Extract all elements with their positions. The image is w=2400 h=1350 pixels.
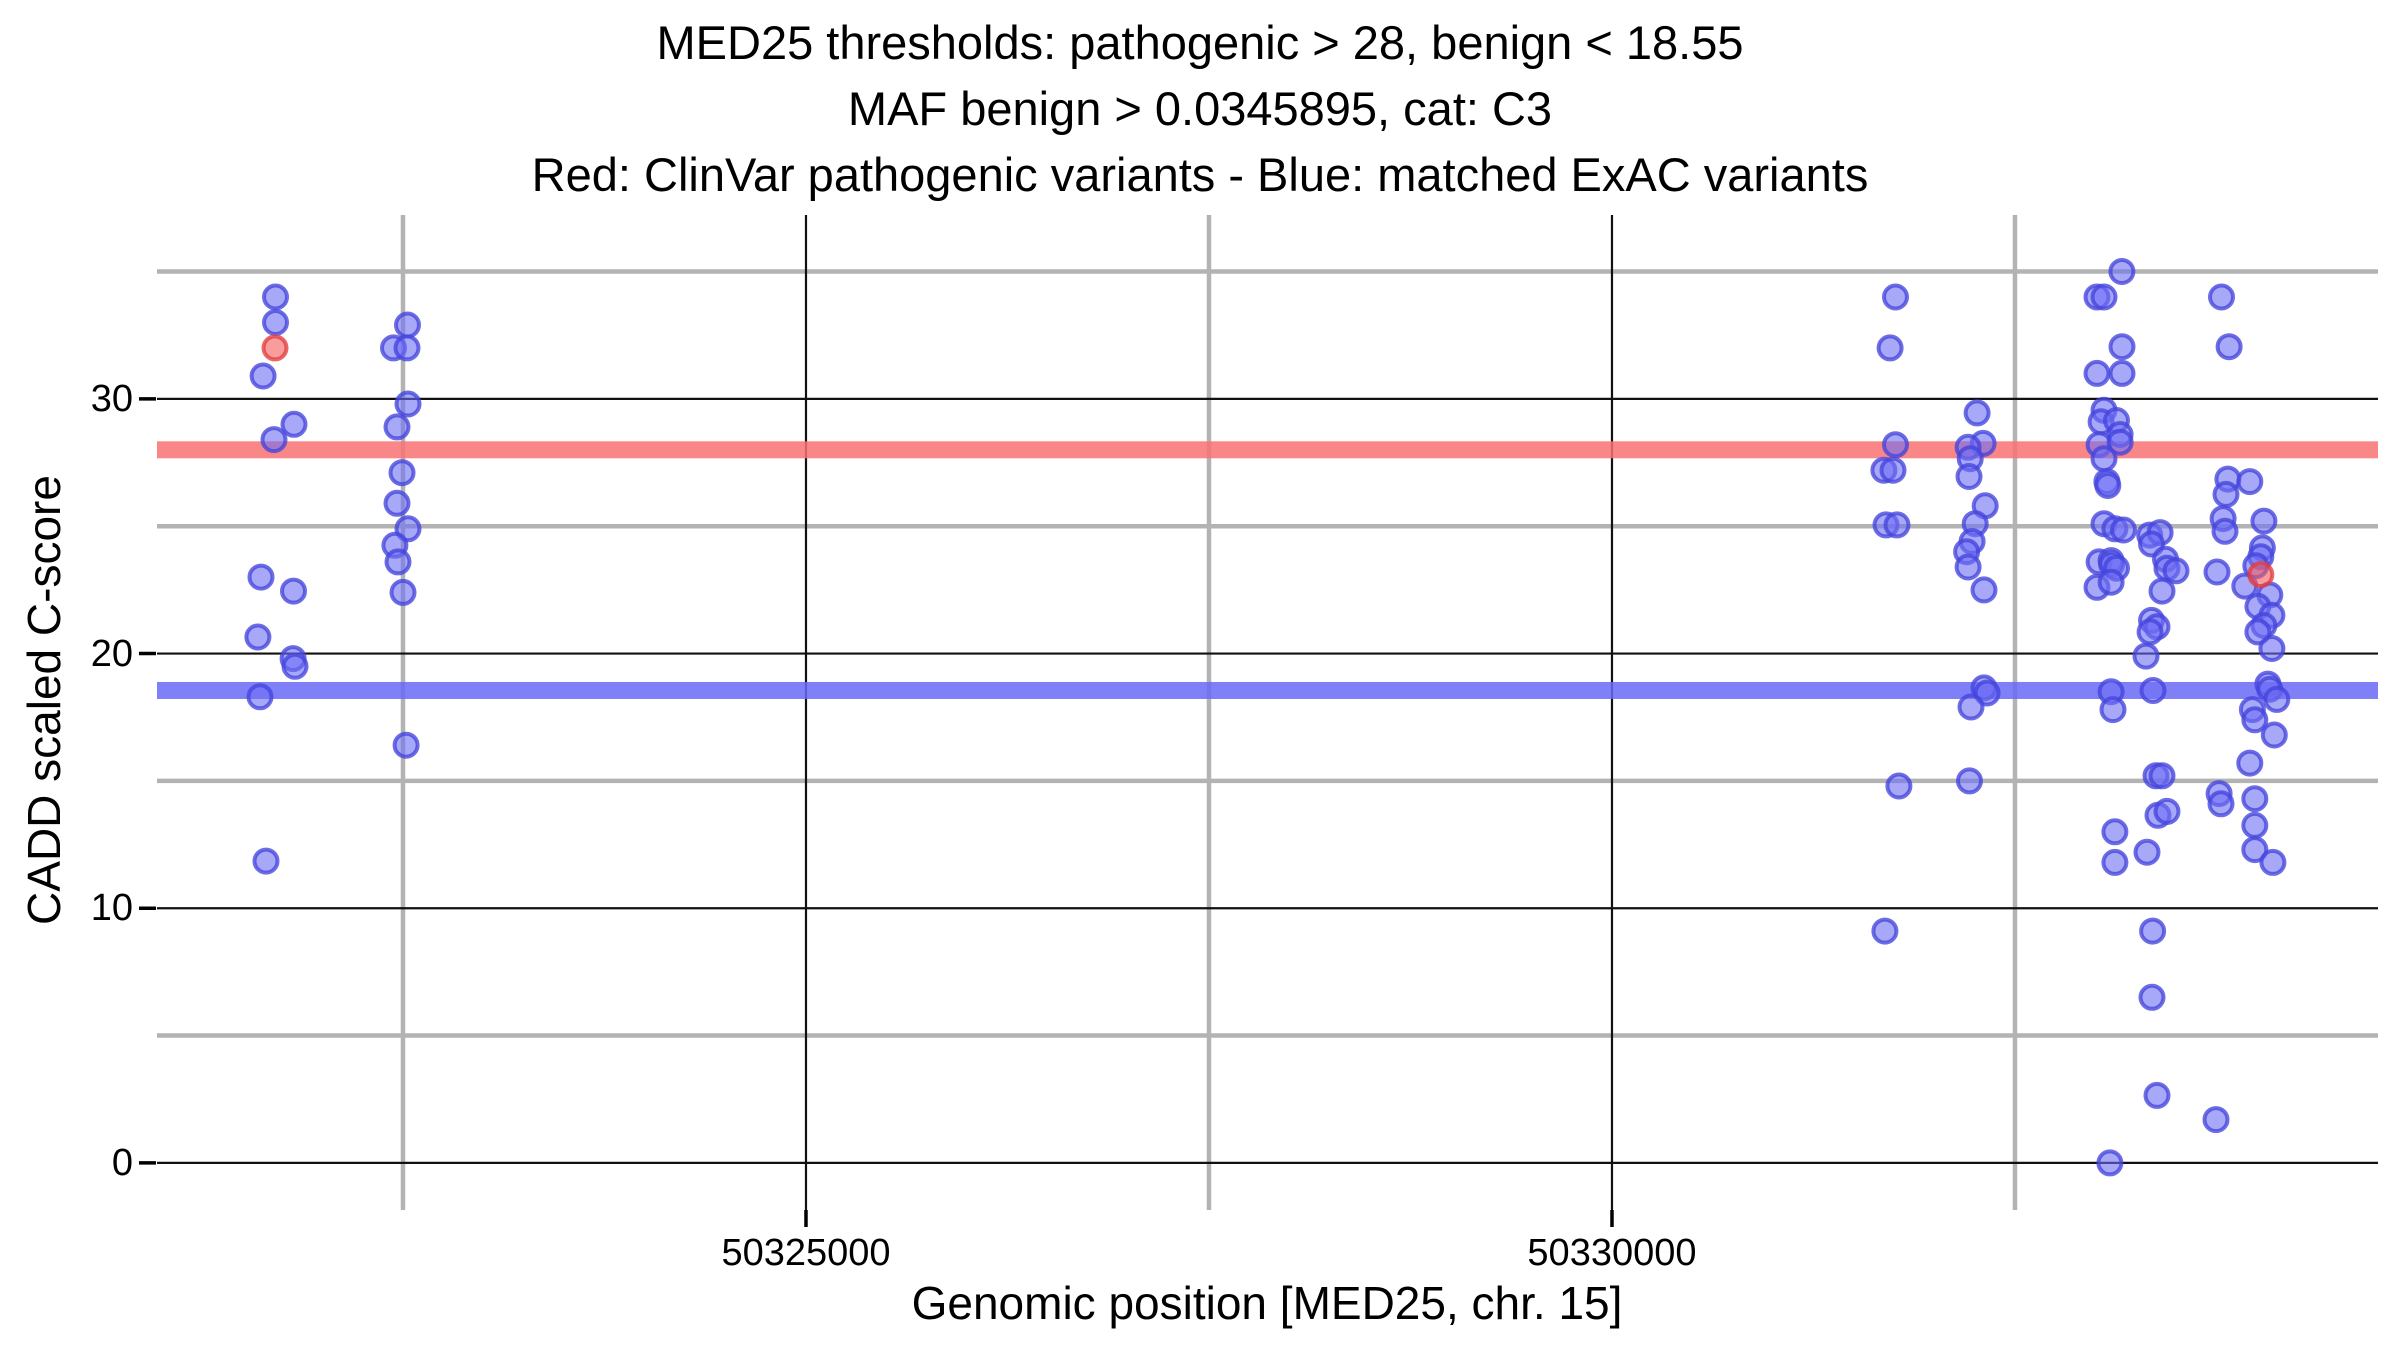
clinvar-pathogenic-point: [261, 334, 289, 362]
exac-variant-point: [280, 577, 307, 605]
exac-variant-point: [280, 410, 308, 438]
exac-variant-point: [246, 683, 274, 711]
exac-variant-point: [2212, 480, 2240, 508]
y-tick-label: 30: [90, 377, 133, 420]
exac-variant-point: [2236, 468, 2264, 496]
exac-variant-point: [2106, 428, 2134, 456]
exac-variant-point: [2260, 721, 2288, 749]
exac-variant-point: [1963, 399, 1991, 427]
exac-variant-point: [1955, 463, 1983, 490]
exac-variant-point: [1954, 553, 1982, 581]
exac-variant-point: [2148, 577, 2176, 605]
exac-variant-point: [392, 731, 420, 759]
exac-variant-point: [394, 311, 421, 339]
exac-variant-point: [2083, 359, 2111, 387]
exac-variant-point: [1883, 511, 1911, 539]
exac-variant-point: [249, 362, 277, 390]
exac-variant-point: [2101, 848, 2129, 876]
exac-variant-point: [2236, 749, 2264, 777]
exac-variant-point: [2250, 507, 2278, 535]
exac-variant-point: [2136, 618, 2164, 646]
x-tick-label: 50325000: [721, 1232, 891, 1274]
exac-variant-point: [384, 548, 412, 576]
exac-variant-point: [2096, 1149, 2124, 1177]
exac-variant-point: [262, 283, 289, 311]
exac-variant-point: [2110, 516, 2137, 544]
exac-variant-point: [1882, 283, 1909, 311]
exac-variant-point: [2244, 618, 2272, 646]
exac-variant-point: [393, 334, 421, 362]
clinvar-pathogenic-point: [2247, 561, 2275, 589]
exac-variant-point: [2148, 762, 2176, 790]
exac-variant-point: [383, 413, 411, 441]
chart-title-line-3: Red: ClinVar pathogenic variants - Blue:…: [531, 148, 1869, 201]
exac-variant-point: [252, 847, 280, 875]
exac-variant-point: [2099, 696, 2127, 724]
exac-variant-point: [262, 309, 289, 336]
exac-variant-point: [2108, 359, 2136, 387]
exac-variant-point: [244, 623, 272, 651]
exac-variant-point: [1876, 334, 1904, 362]
exac-variant-point: [2241, 706, 2269, 734]
exac-variant-point: [1871, 917, 1899, 945]
exac-variant-point: [2132, 642, 2160, 670]
exac-variant-point: [1970, 576, 1998, 604]
y-tick-label: 10: [90, 887, 133, 930]
benign-threshold-band: [157, 681, 2378, 699]
exac-variant-point: [2143, 1081, 2171, 1109]
exac-variant-point: [2108, 258, 2136, 285]
pathogenic-threshold-band: [157, 441, 2378, 459]
exac-variant-point: [2259, 848, 2287, 876]
exac-variant-point: [2258, 635, 2286, 662]
exac-variant-point: [2094, 472, 2122, 499]
exac-variant-point: [394, 390, 422, 418]
exac-variant-point: [2138, 983, 2166, 1011]
exac-variant-point: [2108, 333, 2136, 361]
exac-variant-point: [2215, 333, 2243, 361]
exac-variant-point: [2208, 283, 2235, 311]
exac-variant-point: [2101, 818, 2129, 846]
x-axis-title: Genomic position [MED25, chr. 15]: [911, 1277, 1623, 1329]
exac-variant-point: [2241, 811, 2269, 839]
exac-variant-point: [2139, 677, 2167, 704]
exac-variant-point: [2202, 1106, 2230, 1134]
exac-variant-point: [2090, 283, 2118, 311]
x-tick-label: 50330000: [1527, 1232, 1697, 1274]
exac-variant-point: [1882, 431, 1909, 459]
chart-title-line-2: MAF benign > 0.0345895, cat: C3: [847, 82, 1553, 135]
exac-variant-point: [2203, 558, 2231, 586]
exac-variant-point: [1879, 456, 1907, 484]
exac-variant-point: [2241, 836, 2269, 864]
exac-variant-point: [383, 489, 411, 517]
exac-variant-point: [2153, 797, 2181, 825]
chart-title-line-1: MED25 thresholds: pathogenic > 28, benig…: [656, 16, 1744, 69]
exac-variant-point: [2133, 838, 2161, 866]
y-tick-label: 20: [90, 632, 133, 675]
exac-variant-point: [2241, 785, 2269, 813]
exac-variant-point: [281, 652, 309, 680]
exac-variant-point: [388, 459, 416, 487]
exac-variant-point: [247, 563, 275, 591]
exac-variant-point: [1956, 767, 1983, 795]
exac-variant-point: [2139, 917, 2167, 945]
exac-variant-point: [2263, 685, 2291, 713]
exac-variant-point: [2207, 790, 2235, 818]
exac-variant-point: [2097, 568, 2125, 596]
exac-variant-point: [2162, 557, 2190, 585]
exac-variant-point: [2211, 517, 2239, 545]
exac-variant-point: [1885, 772, 1913, 800]
exac-variant-point: [2090, 445, 2118, 473]
y-tick-label: 0: [111, 1141, 133, 1184]
exac-variant-point: [260, 426, 288, 454]
exac-variant-point: [1957, 693, 1985, 721]
exac-variant-point: [389, 578, 417, 606]
chart-title: MED25 thresholds: pathogenic > 28, benig…: [0, 10, 2400, 208]
